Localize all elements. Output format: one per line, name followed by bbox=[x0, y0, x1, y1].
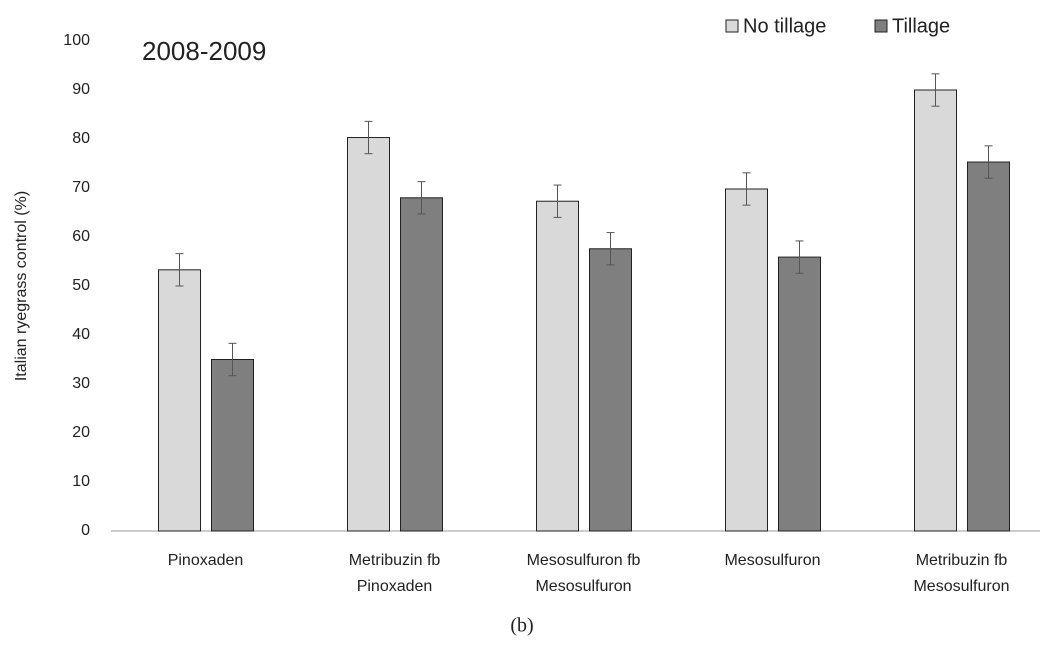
bar bbox=[400, 197, 443, 532]
y-tick-label: 70 bbox=[72, 179, 90, 196]
bar bbox=[914, 89, 957, 532]
x-tick-label: Metribuzin fb bbox=[349, 552, 441, 569]
legend-label: Tillage bbox=[892, 15, 950, 37]
x-tick-label: Mesosulfuron bbox=[724, 552, 820, 569]
legend-swatch bbox=[874, 19, 888, 33]
bar bbox=[589, 248, 632, 532]
x-tick-label: Metribuzin fb bbox=[916, 552, 1008, 569]
bar bbox=[347, 137, 390, 532]
y-axis-label: Italian ryegrass control (%) bbox=[13, 191, 30, 381]
y-tick-label: 0 bbox=[81, 522, 90, 539]
bar bbox=[967, 161, 1010, 532]
y-tick-label: 20 bbox=[72, 424, 90, 441]
y-tick-label: 60 bbox=[72, 228, 90, 245]
y-tick-label: 50 bbox=[72, 277, 90, 294]
y-tick-label: 30 bbox=[72, 375, 90, 392]
legend-label: No tillage bbox=[743, 15, 826, 37]
x-tick-label: Mesosulfuron bbox=[535, 578, 631, 595]
legend-swatch bbox=[725, 19, 739, 33]
bar bbox=[158, 269, 201, 532]
y-tick-label: 80 bbox=[72, 130, 90, 147]
bar bbox=[778, 256, 821, 532]
x-tick-label: Pinoxaden bbox=[357, 578, 433, 595]
y-tick-label: 10 bbox=[72, 473, 90, 490]
y-tick-label: 100 bbox=[63, 32, 90, 49]
x-tick-label: Pinoxaden bbox=[168, 552, 244, 569]
y-tick-label: 90 bbox=[72, 81, 90, 98]
x-tick-label: Mesosulfuron fb bbox=[527, 552, 641, 569]
bar bbox=[725, 188, 768, 532]
bar bbox=[536, 200, 579, 532]
annotation: 2008-2009 bbox=[142, 36, 266, 66]
bar bbox=[211, 359, 254, 532]
caption: (b) bbox=[510, 615, 533, 637]
x-tick-label: Mesosulfuron bbox=[913, 578, 1009, 595]
y-tick-label: 40 bbox=[72, 326, 90, 343]
